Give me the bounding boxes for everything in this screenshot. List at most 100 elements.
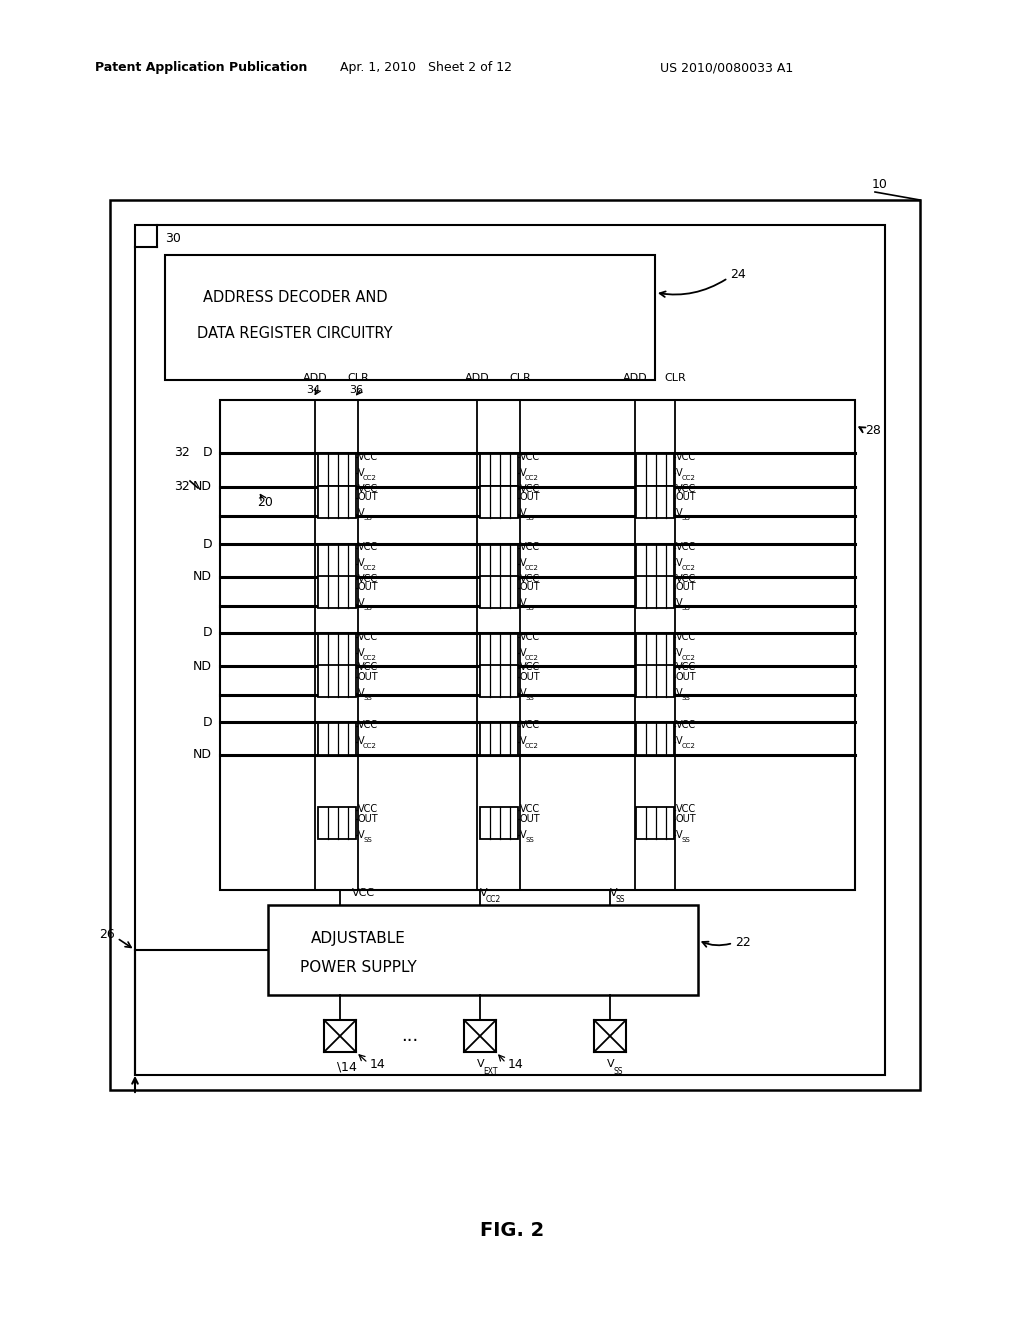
Text: V: V <box>477 1059 484 1069</box>
Text: V: V <box>357 508 365 519</box>
Text: ADJUSTABLE: ADJUSTABLE <box>310 932 406 946</box>
Text: 14: 14 <box>370 1059 386 1072</box>
Text: VCC: VCC <box>357 631 378 642</box>
Text: VCC: VCC <box>357 721 378 730</box>
Bar <box>479 454 517 486</box>
Bar <box>594 1020 626 1052</box>
Text: ...: ... <box>401 1027 419 1045</box>
Text: CC2: CC2 <box>525 655 539 660</box>
Text: D: D <box>203 715 212 729</box>
Text: V: V <box>519 598 526 609</box>
Bar <box>317 634 355 665</box>
Text: VCC: VCC <box>519 483 540 494</box>
Text: ND: ND <box>193 660 212 672</box>
Bar <box>324 1020 356 1052</box>
Text: Apr. 1, 2010   Sheet 2 of 12: Apr. 1, 2010 Sheet 2 of 12 <box>340 62 512 74</box>
Text: SS: SS <box>682 837 690 842</box>
Text: SS: SS <box>525 694 534 701</box>
Bar <box>479 807 517 838</box>
Text: VCC: VCC <box>519 451 540 462</box>
Text: CLR: CLR <box>509 374 530 383</box>
Bar <box>268 906 698 995</box>
Text: VCC: VCC <box>519 543 540 553</box>
Bar <box>479 664 517 697</box>
Text: VCC: VCC <box>357 573 378 583</box>
Text: VCC: VCC <box>357 483 378 494</box>
Text: 28: 28 <box>865 424 881 437</box>
Text: OUT: OUT <box>357 813 378 824</box>
Text: VCC: VCC <box>519 721 540 730</box>
Text: POWER SUPPLY: POWER SUPPLY <box>300 960 417 974</box>
Text: VCC: VCC <box>357 663 378 672</box>
Text: OUT: OUT <box>676 813 696 824</box>
Text: CC2: CC2 <box>525 565 539 572</box>
Text: V: V <box>676 829 683 840</box>
Text: OUT: OUT <box>519 672 540 681</box>
Text: V: V <box>519 688 526 697</box>
Text: V: V <box>676 648 683 657</box>
Text: CC2: CC2 <box>362 743 377 750</box>
Text: 10: 10 <box>872 178 888 191</box>
Text: CC2: CC2 <box>682 475 695 480</box>
Text: VCC: VCC <box>352 888 375 898</box>
Text: V: V <box>519 829 526 840</box>
Text: ND: ND <box>193 480 212 494</box>
Text: VCC: VCC <box>676 451 696 462</box>
Text: VCC: VCC <box>676 543 696 553</box>
Bar <box>165 255 655 380</box>
Text: OUT: OUT <box>519 582 540 593</box>
Text: SS: SS <box>362 837 372 842</box>
Text: OUT: OUT <box>357 492 378 503</box>
Text: SS: SS <box>362 516 372 521</box>
Text: V: V <box>676 688 683 697</box>
Text: VCC: VCC <box>676 663 696 672</box>
Bar <box>636 807 674 838</box>
Text: EXT: EXT <box>483 1067 498 1076</box>
Text: VCC: VCC <box>676 483 696 494</box>
Text: ADD: ADD <box>303 374 328 383</box>
Text: CC2: CC2 <box>362 655 377 660</box>
Text: 24: 24 <box>730 268 745 281</box>
Text: V: V <box>357 598 365 609</box>
Text: OUT: OUT <box>519 492 540 503</box>
Text: SS: SS <box>362 606 372 611</box>
Bar <box>636 664 674 697</box>
Text: 26: 26 <box>99 928 115 941</box>
Text: CLR: CLR <box>665 374 686 383</box>
Text: CC2: CC2 <box>682 565 695 572</box>
Text: V: V <box>480 888 487 898</box>
Text: CC2: CC2 <box>486 895 502 904</box>
Text: D: D <box>203 627 212 639</box>
Text: 34: 34 <box>306 385 321 395</box>
Bar <box>479 486 517 517</box>
Text: CC2: CC2 <box>682 743 695 750</box>
Bar <box>317 454 355 486</box>
Bar <box>636 454 674 486</box>
Text: 22: 22 <box>735 936 751 949</box>
Text: ADD: ADD <box>623 374 647 383</box>
Text: US 2010/0080033 A1: US 2010/0080033 A1 <box>660 62 794 74</box>
Bar <box>220 400 855 890</box>
Text: V: V <box>676 469 683 478</box>
Bar <box>479 722 517 755</box>
Text: ADD: ADD <box>465 374 489 383</box>
Bar <box>479 544 517 577</box>
Text: V: V <box>357 648 365 657</box>
Text: OUT: OUT <box>676 492 696 503</box>
Text: VCC: VCC <box>357 543 378 553</box>
Text: SS: SS <box>525 837 534 842</box>
Text: CC2: CC2 <box>362 565 377 572</box>
Text: OUT: OUT <box>676 582 696 593</box>
Bar <box>479 634 517 665</box>
Text: V: V <box>357 558 365 569</box>
Text: V: V <box>357 688 365 697</box>
Text: V: V <box>676 737 683 747</box>
Bar <box>464 1020 496 1052</box>
Text: V: V <box>357 737 365 747</box>
Text: D: D <box>203 537 212 550</box>
Text: V: V <box>519 558 526 569</box>
Text: V: V <box>607 1059 614 1069</box>
Text: V: V <box>519 737 526 747</box>
Text: CC2: CC2 <box>682 655 695 660</box>
Text: 14: 14 <box>508 1059 523 1072</box>
